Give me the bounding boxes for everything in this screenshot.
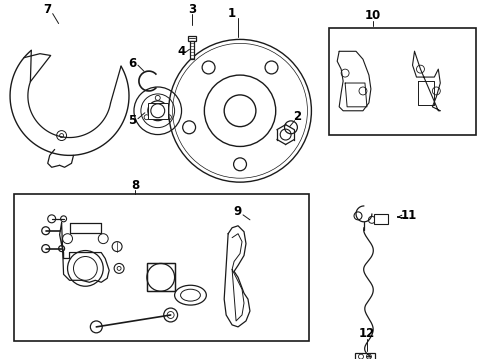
Circle shape (163, 308, 177, 322)
Circle shape (112, 242, 122, 252)
Bar (354, 353, 374, 360)
Bar (190, 41, 194, 59)
Text: 3: 3 (188, 3, 196, 16)
Circle shape (61, 216, 66, 222)
Ellipse shape (174, 285, 206, 305)
Bar (146, 264, 174, 291)
Text: 1: 1 (227, 7, 236, 20)
Text: 6: 6 (127, 57, 136, 70)
Circle shape (41, 244, 50, 252)
Bar (14, 194, 309, 341)
Bar (147, 103, 167, 119)
Text: 5: 5 (127, 114, 136, 127)
Text: 7: 7 (43, 3, 52, 16)
Circle shape (59, 246, 64, 252)
Bar (146, 264, 174, 291)
Text: 9: 9 (232, 206, 241, 219)
Text: 8: 8 (131, 179, 139, 192)
Circle shape (114, 264, 124, 273)
Circle shape (48, 215, 56, 223)
Text: 11: 11 (400, 210, 416, 222)
Bar (373, 214, 387, 224)
Text: 4: 4 (177, 45, 185, 58)
Bar (188, 36, 196, 41)
Circle shape (41, 227, 50, 235)
Circle shape (150, 104, 164, 118)
Bar (328, 27, 475, 135)
Text: 10: 10 (364, 9, 380, 22)
Circle shape (67, 251, 103, 286)
Text: 12: 12 (358, 327, 374, 340)
Circle shape (90, 321, 102, 333)
Text: 2: 2 (293, 110, 301, 123)
